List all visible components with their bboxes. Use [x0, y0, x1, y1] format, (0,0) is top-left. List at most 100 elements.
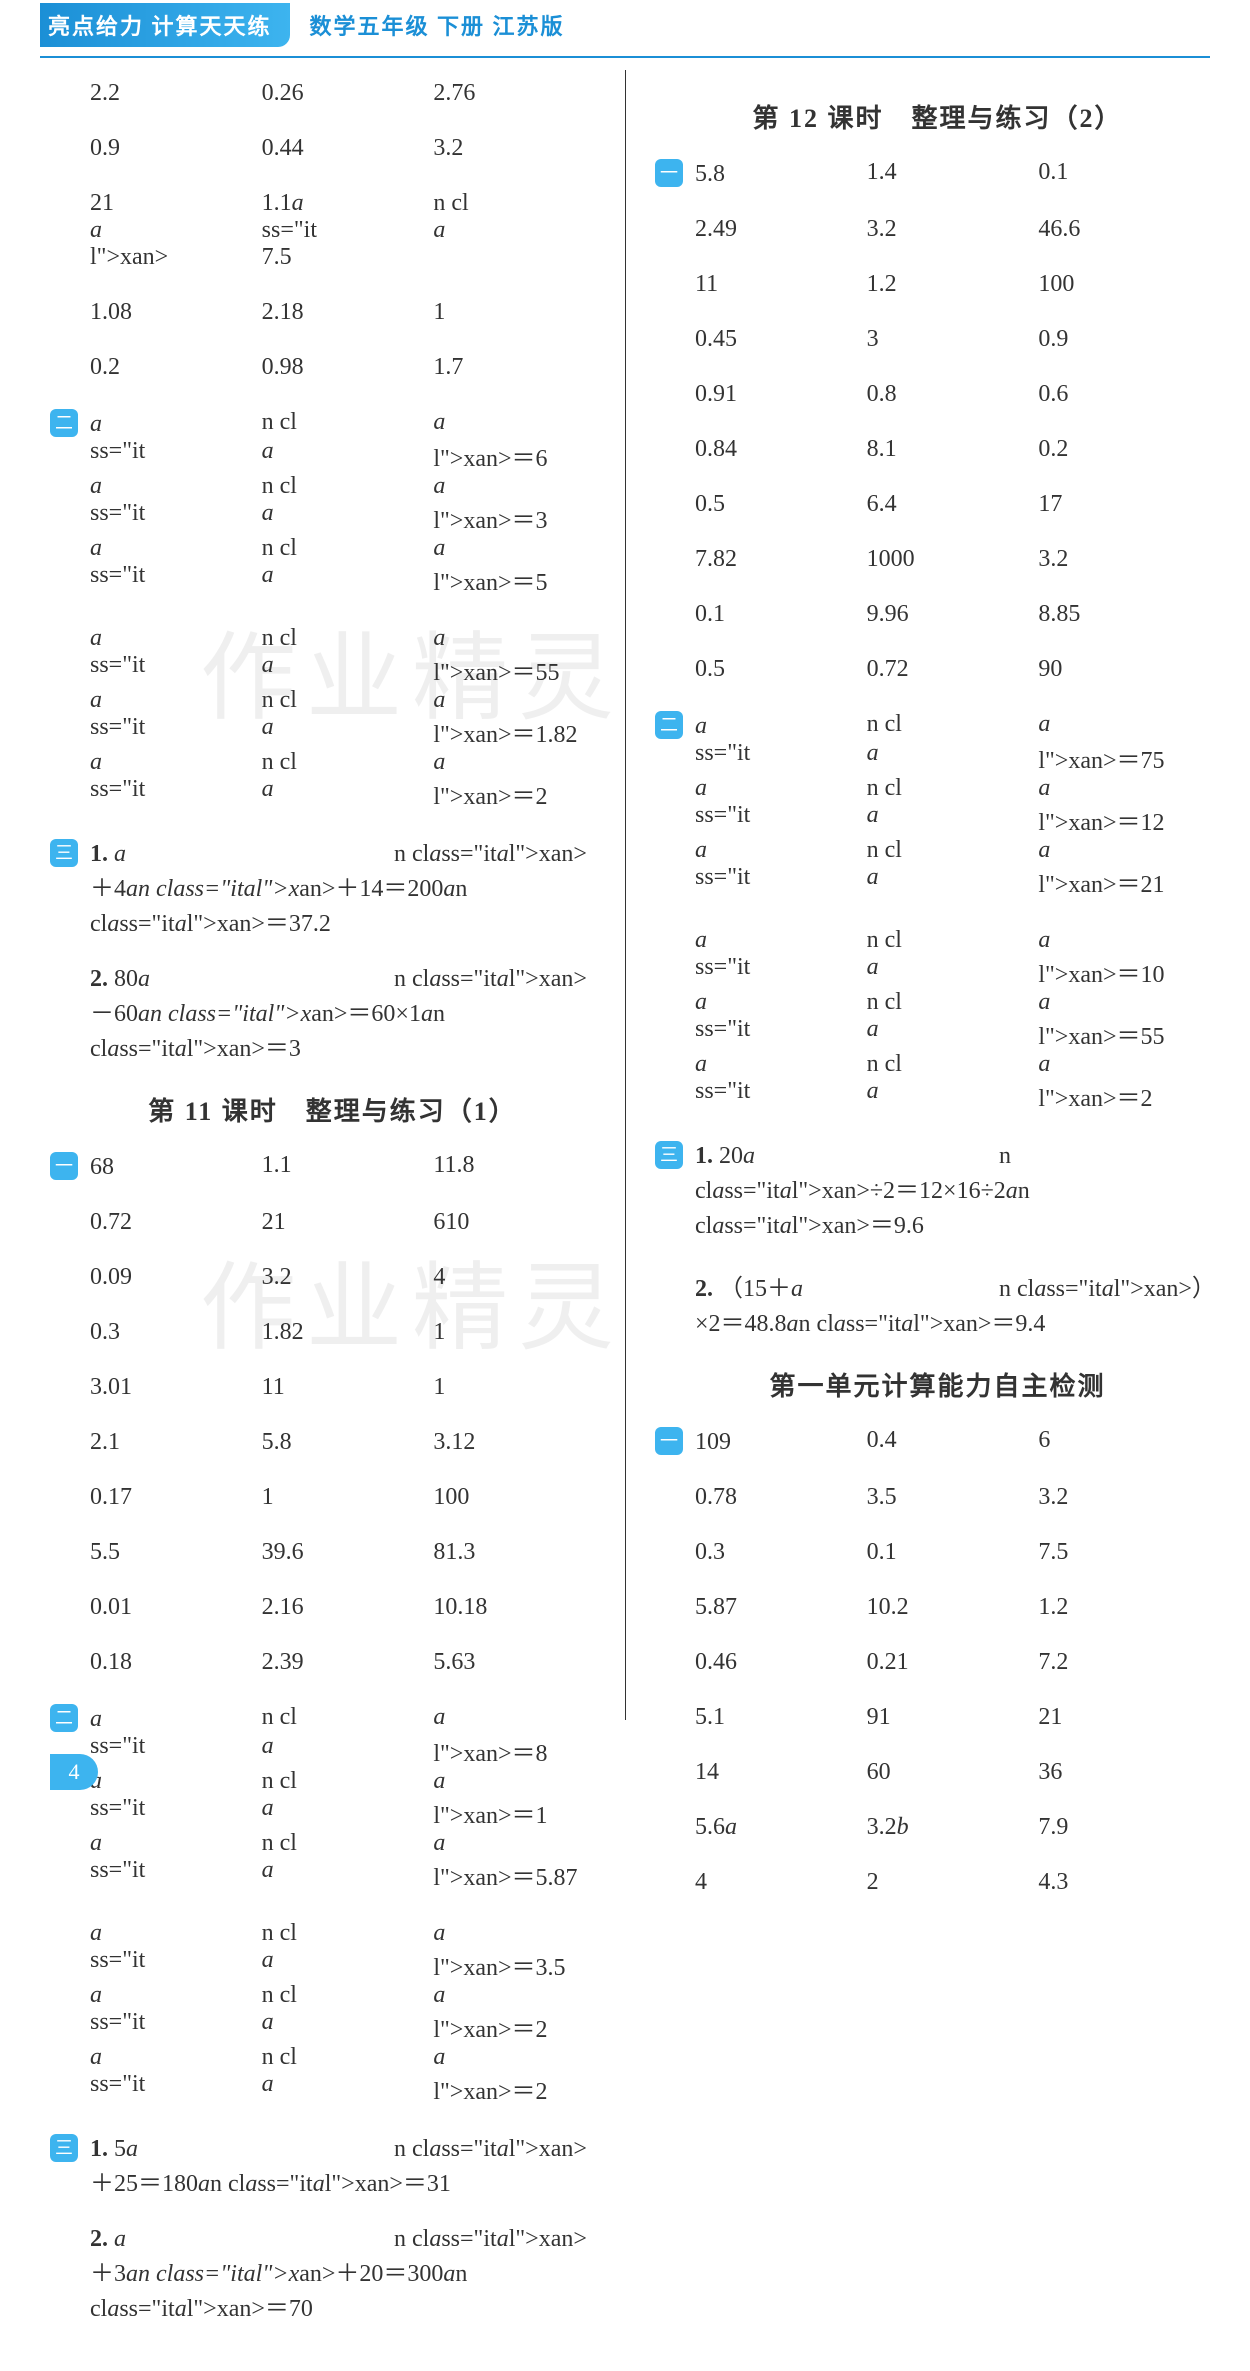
section-badge: 一	[655, 159, 683, 187]
equation-answer: a	[787, 1311, 799, 1337]
answer-cell: 1	[433, 299, 605, 326]
answer-cell: 0.72	[90, 1209, 262, 1236]
answer-cell: 21	[262, 1209, 434, 1236]
answer-cell: 60	[867, 1759, 1039, 1786]
answer-row: 2.20.262.76	[60, 80, 605, 107]
answer-row: 111.2100	[665, 271, 1210, 298]
section-badge: 二	[50, 1704, 78, 1732]
answer-cell: 一109	[695, 1427, 867, 1456]
section-badge: 一	[50, 1152, 78, 1180]
answer-row: 0.50.7290	[665, 656, 1210, 683]
answer-cell: 3.5	[867, 1484, 1039, 1511]
answer-cell: 4	[433, 1264, 605, 1291]
equation: 20a	[719, 1143, 999, 1170]
answer-cell: 0.17	[90, 1484, 262, 1511]
equation-row: 三1. an class="ital">xan>＋4an class="ital…	[60, 839, 605, 938]
answer-cell: 11.8	[433, 1152, 605, 1181]
equation-answer: a	[443, 2261, 455, 2287]
answer-cell: 0.18	[90, 1649, 262, 1676]
problem-number: 1.	[90, 841, 108, 867]
equation: 80a	[114, 966, 394, 993]
answer-cell: 二a	[90, 1704, 262, 1733]
answer-cell: 0.21	[867, 1649, 1039, 1676]
answer-cell: 0.1	[695, 601, 867, 628]
equation-answer: a	[198, 2171, 210, 2197]
answer-cell: 3.2	[1038, 1484, 1210, 1511]
answer-cell: 3.2	[433, 135, 605, 162]
answer-cell: 0.8	[867, 381, 1039, 408]
answer-cell: 36	[1038, 1759, 1210, 1786]
answer-row: 2.15.83.12	[60, 1429, 605, 1456]
answer-cell: 0.6	[1038, 381, 1210, 408]
answer-cell: a	[90, 749, 262, 776]
answer-row: 一681.111.8	[60, 1152, 605, 1181]
answer-cell: 4	[695, 1869, 867, 1896]
answer-cell: 5.1	[695, 1704, 867, 1731]
answer-row: 5.539.681.3	[60, 1539, 605, 1566]
answer-cell: a	[90, 535, 262, 562]
answer-cell: 1	[433, 1374, 605, 1401]
answer-cell: 0.2	[90, 354, 262, 381]
answer-cell: 0.1	[1038, 159, 1210, 188]
header-title-right: 数学五年级 下册 江苏版	[310, 9, 565, 41]
answer-cell: 11	[262, 1374, 434, 1401]
answer-row: 5.8710.21.2	[665, 1594, 1210, 1621]
answer-row: 二an class="ital">xan>＝6an class="ital">x…	[60, 409, 605, 597]
answer-cell: 3.01	[90, 1374, 262, 1401]
answer-row: 5.19121	[665, 1704, 1210, 1731]
answer-cell: 7.5	[1038, 1539, 1210, 1566]
equation-answer: a	[1006, 1178, 1018, 1204]
answer-cell: 1.08	[90, 299, 262, 326]
answer-row: 3.01111	[60, 1374, 605, 1401]
answer-cell: 0.3	[695, 1539, 867, 1566]
problem-number: 2.	[90, 2226, 108, 2252]
answer-cell: 2	[867, 1869, 1039, 1896]
answer-cell: 5.6a	[695, 1814, 867, 1841]
answer-row: 0.182.395.63	[60, 1649, 605, 1676]
equation-row: 2. an class="ital">xan>＋3an class="ital"…	[60, 2226, 605, 2323]
equation-row: 2. （15＋an class="ital">xan>）×2＝48.8an cl…	[665, 1268, 1210, 1338]
answer-cell: 3.2b	[867, 1814, 1039, 1841]
answer-cell: 7.82	[695, 546, 867, 573]
answer-cell: 21	[1038, 1704, 1210, 1731]
equation-row: 2. 80an class="ital">xan>－60an class="it…	[60, 966, 605, 1063]
answer-cell: 81.3	[433, 1539, 605, 1566]
answer-cell: 1	[433, 1319, 605, 1346]
answer-row: 0.093.24	[60, 1264, 605, 1291]
answer-cell: 1.4	[867, 159, 1039, 188]
answer-row: 0.171100	[60, 1484, 605, 1511]
section-badge: 三	[50, 839, 78, 867]
answer-cell: a	[90, 473, 262, 500]
answer-cell: 2.18	[262, 299, 434, 326]
answer-cell: 100	[433, 1484, 605, 1511]
answer-cell: a	[90, 1830, 262, 1857]
answer-cell: 7.2	[1038, 1649, 1210, 1676]
section-badge: 二	[50, 409, 78, 437]
answer-cell: 2.2	[90, 80, 262, 107]
answer-cell: 0.01	[90, 1594, 262, 1621]
answer-cell: 0.91	[695, 381, 867, 408]
answer-cell: 1	[262, 1484, 434, 1511]
answer-row: 0.90.443.2	[60, 135, 605, 162]
answer-row: 0.848.10.2	[665, 436, 1210, 463]
left-column: 2.20.262.760.90.443.2211.1an class="ital…	[60, 80, 635, 2351]
answer-row: 2.493.246.6	[665, 216, 1210, 243]
answer-row: 0.30.17.5	[665, 1539, 1210, 1566]
answer-cell: 1.7	[433, 354, 605, 381]
equation: a	[114, 2226, 394, 2253]
answer-cell: 0.09	[90, 1264, 262, 1291]
answer-cell: a	[695, 989, 867, 1016]
answer-cell: 46.6	[1038, 216, 1210, 243]
answer-cell: a	[90, 1920, 262, 1947]
answer-cell: a	[90, 1982, 262, 2009]
section-badge: 三	[50, 2134, 78, 2162]
answer-cell: 二a	[90, 409, 262, 438]
answer-cell: 1.82	[262, 1319, 434, 1346]
answer-cell: 11	[695, 271, 867, 298]
answer-cell: 90	[1038, 656, 1210, 683]
answer-cell: a	[695, 837, 867, 864]
answer-row: 0.31.821	[60, 1319, 605, 1346]
answer-cell: 4.3	[1038, 1869, 1210, 1896]
answer-row: 一5.81.40.1	[665, 159, 1210, 188]
answer-cell: 1.2	[867, 271, 1039, 298]
